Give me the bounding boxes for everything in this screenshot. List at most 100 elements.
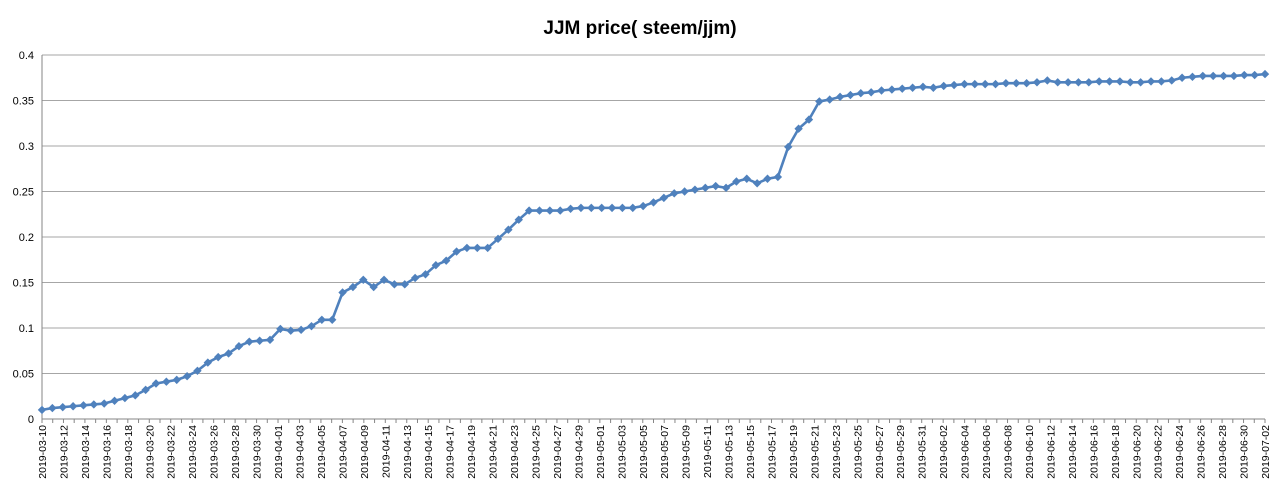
data-point (172, 375, 181, 385)
x-tick-label: 2019-03-18 (123, 425, 135, 479)
x-tick-label: 2019-05-27 (874, 425, 886, 479)
x-tick-label: 2019-05-09 (681, 425, 693, 479)
data-point (825, 95, 834, 104)
x-tick-label: 2019-03-30 (252, 425, 264, 479)
data-point (203, 358, 213, 367)
data-point (1074, 78, 1083, 87)
x-tick-label: 2019-06-04 (960, 425, 972, 479)
x-tick-label: 2019-05-17 (767, 425, 779, 479)
y-tick-label: 0.15 (13, 278, 34, 290)
data-point (213, 352, 223, 362)
x-tick-label: 2019-04-05 (316, 425, 328, 479)
x-tick-label: 2019-06-30 (1239, 425, 1251, 479)
data-point (576, 203, 586, 213)
x-tick-label: 2019-04-11 (380, 425, 392, 478)
data-point (328, 315, 337, 325)
data-point (265, 335, 275, 345)
data-point (1208, 71, 1218, 81)
data-point (1136, 78, 1145, 87)
data-point (628, 203, 637, 213)
data-point (566, 204, 575, 213)
data-point (89, 400, 99, 409)
data-point (131, 391, 140, 400)
y-tick-label: 0.4 (19, 50, 34, 62)
x-tick-label: 2019-03-24 (187, 425, 199, 479)
x-tick-label: 2019-06-06 (981, 425, 993, 479)
data-point (151, 379, 161, 388)
x-tick-label: 2019-05-07 (659, 425, 671, 479)
x-tick-label: 2019-06-20 (1131, 425, 1143, 479)
data-point (607, 203, 617, 213)
data-point (120, 393, 130, 403)
data-point (37, 405, 47, 415)
x-tick-label: 2019-04-19 (466, 425, 478, 479)
x-tick-label: 2019-05-01 (595, 425, 607, 479)
x-tick-label: 2019-03-14 (80, 425, 92, 479)
data-point (887, 85, 897, 94)
x-tick-label: 2019-05-05 (638, 425, 650, 479)
data-point (815, 97, 824, 106)
data-point (348, 282, 358, 292)
data-point (545, 206, 555, 215)
data-point (1260, 69, 1270, 79)
data-point (1157, 77, 1166, 86)
x-tick-label: 2019-03-22 (166, 425, 178, 479)
data-point (1198, 71, 1208, 81)
data-point (1167, 76, 1176, 85)
x-tick-label: 2019-03-26 (209, 425, 221, 479)
data-point (307, 321, 316, 331)
data-point (835, 92, 845, 102)
x-tick-label: 2019-03-10 (37, 425, 49, 479)
data-point (1188, 72, 1197, 82)
data-point (535, 206, 544, 215)
x-tick-label: 2019-05-11 (702, 425, 714, 478)
data-point (48, 403, 57, 413)
x-tick-label: 2019-03-16 (101, 425, 113, 479)
data-point (1177, 73, 1187, 82)
x-tick-label: 2019-06-02 (938, 425, 950, 479)
x-tick-label: 2019-05-21 (809, 425, 821, 479)
x-tick-label: 2019-04-07 (337, 425, 349, 479)
data-point (701, 183, 710, 193)
data-point (141, 385, 150, 395)
data-point (659, 193, 669, 203)
x-tick-label: 2019-04-29 (573, 425, 585, 479)
data-point (1105, 77, 1114, 86)
x-tick-label: 2019-04-13 (402, 425, 414, 479)
data-point (410, 273, 420, 283)
data-point (649, 198, 658, 207)
x-tick-label: 2019-05-29 (895, 425, 907, 479)
data-point (442, 256, 451, 265)
price-series (37, 69, 1270, 415)
data-point (742, 174, 751, 183)
x-tick-label: 2019-03-12 (58, 425, 70, 479)
data-point (929, 83, 938, 92)
data-point (866, 88, 876, 97)
y-tick-label: 0.3 (19, 141, 34, 153)
x-tick-label: 2019-06-24 (1174, 425, 1186, 479)
data-point (670, 189, 679, 198)
data-point (58, 402, 67, 412)
x-tick-label: 2019-04-01 (273, 425, 285, 479)
data-point (939, 81, 948, 91)
data-point (224, 349, 233, 358)
data-point (804, 115, 814, 124)
data-point (1063, 78, 1073, 87)
data-point (276, 324, 285, 334)
data-point (597, 203, 606, 213)
x-tick-label: 2019-04-17 (445, 425, 457, 479)
data-point (421, 270, 430, 279)
data-point (462, 243, 472, 253)
data-point (960, 79, 969, 89)
data-point (68, 402, 78, 411)
x-tick-label: 2019-05-31 (917, 425, 929, 479)
x-tick-label: 2019-04-03 (294, 425, 306, 479)
data-point (1146, 77, 1156, 86)
x-tick-label: 2019-05-19 (788, 425, 800, 479)
data-point (587, 203, 596, 213)
x-tick-label: 2019-04-21 (488, 425, 500, 479)
data-point (980, 79, 990, 89)
data-point (483, 243, 492, 253)
data-point (234, 342, 244, 351)
